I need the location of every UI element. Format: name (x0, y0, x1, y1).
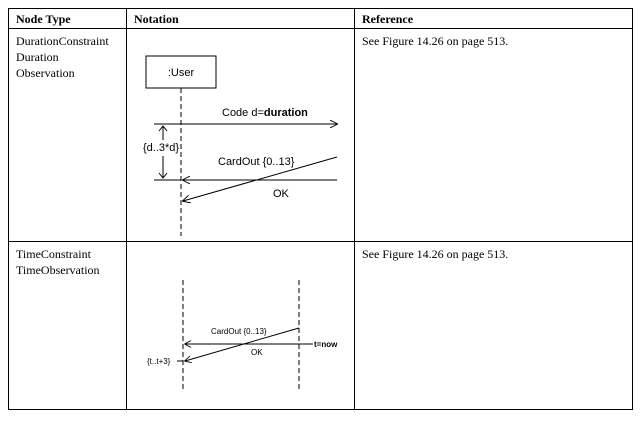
node-type-line: Observation (16, 66, 75, 80)
notation-cell: :User Code d=duration {d..3*d} CardOut (126, 28, 355, 242)
header-notation: Notation (126, 8, 355, 29)
header-node-type: Node Type (8, 8, 127, 29)
reply-ok-label: OK (251, 348, 263, 357)
notation-table: Node Type Notation Reference DurationCon… (8, 8, 633, 410)
header-row: Node Type Notation Reference (8, 8, 633, 29)
time-constraint-diagram: CardOut {0..13} t=now OK {t..t+3} (147, 280, 338, 392)
duration-constraint-diagram: :User Code d=duration {d..3*d} CardOut (143, 55, 355, 236)
message-code-label: Code d=duration (222, 107, 308, 119)
reply-ok-arrow (185, 327, 300, 361)
message-cardout-label: CardOut {0..13} (218, 156, 295, 168)
reply-ok-label: OK (273, 188, 290, 200)
table-row: TimeConstraint TimeObservation CardOut {… (8, 241, 633, 410)
node-type-line: Duration (16, 50, 59, 64)
lifeline-head (145, 55, 217, 89)
lifeline-label: :User (168, 67, 195, 79)
duration-constraint-label: {d..3*d} (143, 142, 179, 154)
reply-ok-arrow (183, 156, 338, 201)
time-constraint-label: {t..t+3} (147, 357, 171, 366)
reference-cell: See Figure 14.26 on page 513. (354, 241, 633, 410)
notation-cell: CardOut {0..13} t=now OK {t..t+3} (126, 241, 355, 410)
node-type-line: DurationConstraint (16, 34, 109, 48)
node-type-cell: DurationConstraint Duration Observation (8, 28, 127, 242)
reference-cell: See Figure 14.26 on page 513. (354, 28, 633, 242)
node-type-line: TimeConstraint (16, 247, 91, 261)
time-observation-label: t=now (314, 340, 338, 349)
header-reference: Reference (354, 8, 633, 29)
constraint-arrowhead-up (158, 125, 168, 132)
table-row: DurationConstraint Duration Observation … (8, 28, 633, 242)
message-cardout-label: CardOut {0..13} (211, 327, 267, 336)
node-type-cell: TimeConstraint TimeObservation (8, 241, 127, 410)
node-type-line: TimeObservation (16, 263, 100, 277)
constraint-arrowhead-down (158, 172, 168, 179)
